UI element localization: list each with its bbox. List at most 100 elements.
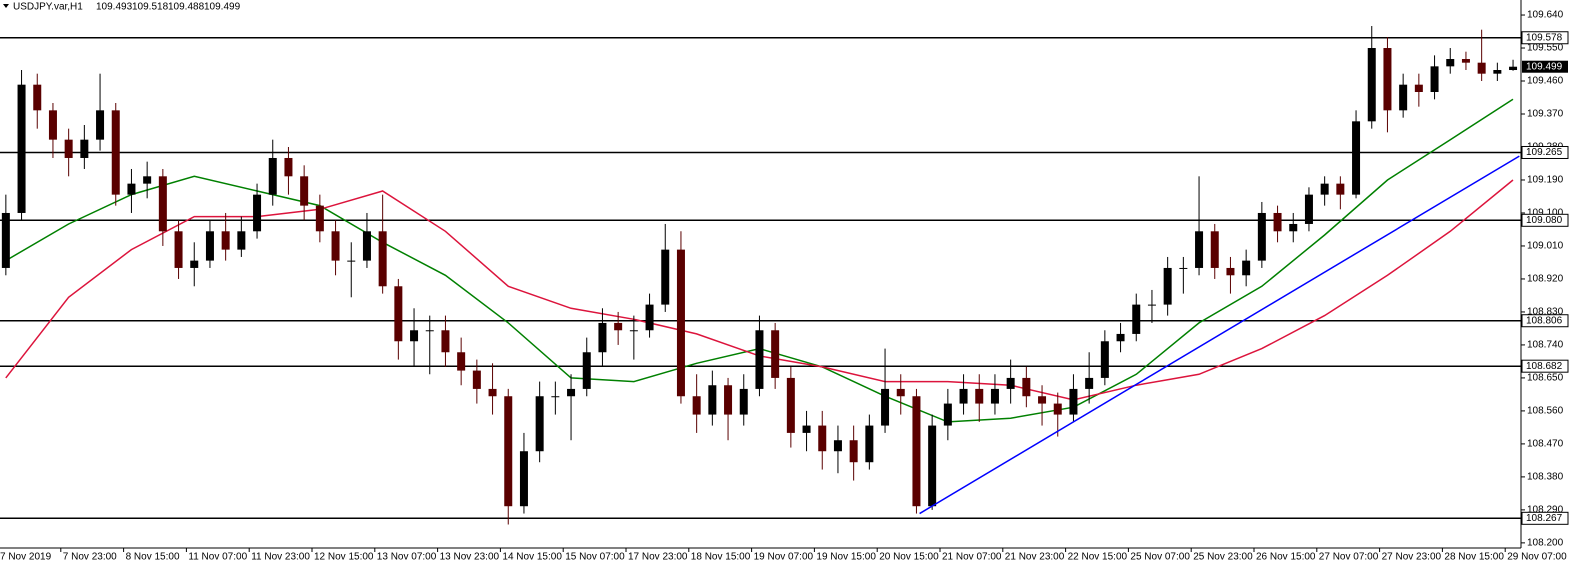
candle-body [1461,59,1470,63]
candle-body [1446,59,1455,67]
candle-body [1399,84,1408,111]
candle-body [1147,304,1156,306]
candle-body [959,388,968,404]
candle-body [441,330,450,353]
candle-body [378,231,387,287]
x-tick-label: 11 Nov 23:00 [251,552,310,563]
candle-body [17,84,26,213]
candle-body [692,396,701,415]
y-tick-label: 108.650 [1527,373,1564,384]
candle-body [1430,66,1439,93]
header-value: 109.518 [132,2,169,13]
y-tick-label: 109.100 [1527,208,1564,219]
x-tick-label: 25 Nov 23:00 [1193,552,1253,563]
level-label: 108.806 [1526,315,1563,326]
candle-body [771,330,780,378]
last-price-box [1522,60,1568,73]
x-tick-label: 26 Nov 15:00 [1256,552,1316,563]
candle-body [896,388,905,397]
x-tick-label: 7 Nov 23:00 [63,552,117,563]
candle-body [488,388,497,397]
candle-body [253,194,262,232]
candle-body [111,110,120,195]
candle-body [127,183,136,195]
x-tick-label: 25 Nov 07:00 [1130,552,1190,563]
level-label-box [1521,511,1569,525]
candle-body [472,370,481,389]
candle-body [614,322,623,331]
candle-body [143,176,152,184]
candle-body [739,388,748,415]
menu-arrow[interactable] [3,4,9,8]
candle-body [1383,48,1392,111]
chart-title: USDJPY.var,H1 [13,2,83,13]
candle-body [1100,341,1109,378]
candle-body [1085,377,1094,389]
candle-body [629,330,638,332]
candle-body [1,212,10,268]
candle-body [1273,212,1282,232]
candle-body [1477,62,1486,74]
candle-body [881,388,890,426]
candle-body [1414,84,1423,93]
candle-body [268,157,277,195]
candle-body [237,231,246,250]
candle-body [1163,267,1172,305]
last-price-label: 109.499 [1526,61,1563,72]
level-label: 109.265 [1526,147,1563,158]
candle-body [1493,70,1502,74]
candle-body [1038,396,1047,404]
candle-body [158,176,167,232]
candle-body [802,425,811,433]
level-label-box [1521,145,1569,159]
candle-body [676,249,685,397]
candle-body [300,176,309,206]
candle-body [786,377,795,433]
candle-body [755,330,764,389]
header-value: 109.488 [168,2,205,13]
candle-body [1116,333,1125,342]
candle-body [598,322,607,353]
candle-body [221,231,230,250]
candle-body [284,157,293,177]
candle-body [394,286,403,342]
candle-body [1210,231,1219,268]
candle-body [1352,121,1361,195]
candle-body [582,352,591,389]
candle-body [1304,194,1313,224]
x-tick-label: 8 Nov 15:00 [126,552,180,563]
candle-body [96,110,105,140]
y-tick-label: 109.190 [1527,175,1564,186]
y-tick-label: 109.550 [1527,43,1564,54]
candle-body [990,388,999,404]
candle-body [174,231,183,268]
level-label: 109.080 [1526,215,1563,226]
candle-body [645,304,654,331]
x-tick-label: 21 Nov 07:00 [942,552,1002,563]
candle-body [1069,388,1078,415]
header-value: 109.493 [96,2,133,13]
x-tick-label: 20 Nov 15:00 [879,552,939,563]
x-tick-label: 7 Nov 2019 [0,552,52,563]
x-tick-label: 22 Nov 15:00 [1068,552,1128,563]
candle-body [205,231,214,261]
candle-body [1022,377,1031,397]
y-tick-label: 108.920 [1527,274,1564,285]
header-value: 109.499 [204,2,241,13]
y-tick-label: 109.640 [1527,10,1564,21]
level-label: 108.267 [1526,513,1563,524]
candle-body [457,352,466,371]
candle-body [362,231,371,261]
x-tick-label: 13 Nov 07:00 [377,552,437,563]
y-tick-label: 108.380 [1527,472,1564,483]
candle-body [519,451,528,507]
x-tick-label: 12 Nov 15:00 [314,552,374,563]
y-tick-label: 109.370 [1527,109,1564,120]
candle-body [912,396,921,507]
candle-body [1195,231,1204,268]
x-tick-label: 28 Nov 15:00 [1444,552,1504,563]
candle-body [975,388,984,404]
